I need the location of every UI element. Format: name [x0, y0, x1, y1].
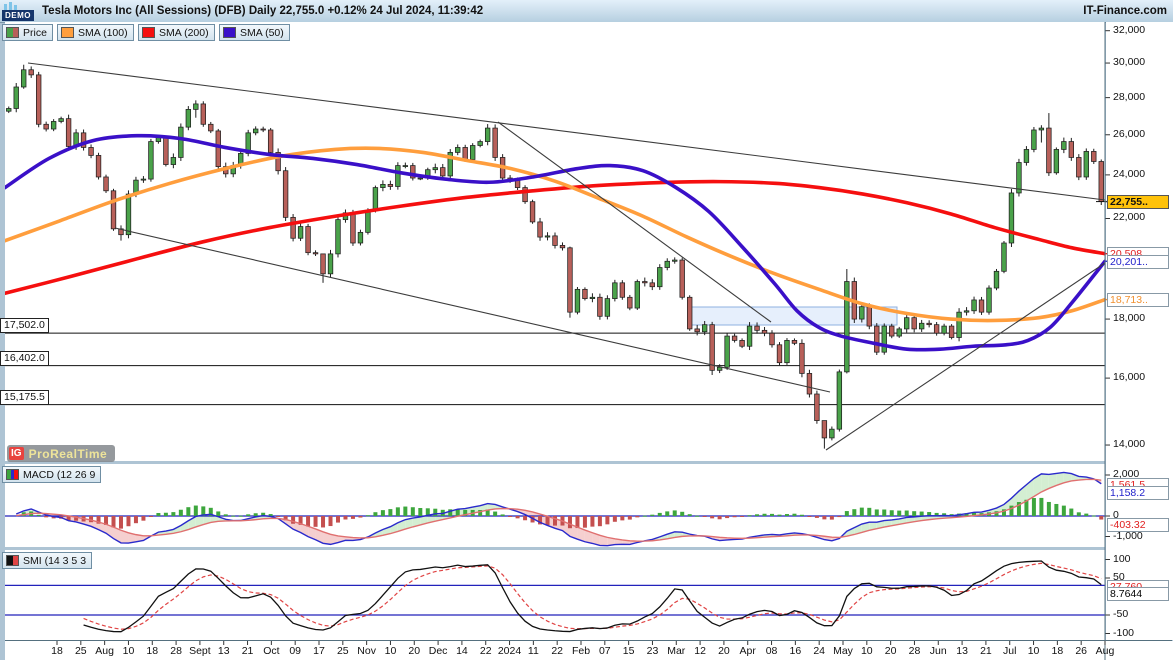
legend-sma200-label: SMA (200)	[159, 26, 209, 39]
legend-sma100[interactable]: SMA (100)	[57, 24, 134, 41]
sma50-legend-icon	[223, 27, 236, 38]
legend-price[interactable]: Price	[2, 24, 53, 41]
smi-panel[interactable]	[5, 550, 1105, 640]
macd-chip-label: MACD (12 26 9	[23, 468, 96, 481]
main-chart-panel[interactable]	[5, 22, 1105, 461]
title-bar: DEMO Tesla Motors Inc (All Sessions) (DF…	[0, 0, 1173, 23]
mini-chart-icon	[4, 2, 17, 10]
legend-sma200[interactable]: SMA (200)	[138, 24, 215, 41]
smi-indicator-chip[interactable]: SMI (14 3 5 3	[2, 552, 93, 569]
price-legend-icon	[6, 27, 19, 38]
brand-link[interactable]: IT-Finance.com	[1083, 5, 1167, 17]
legend-sma100-label: SMA (100)	[78, 26, 128, 39]
demo-badge: DEMO	[2, 1, 36, 21]
time-axis[interactable]	[5, 641, 1173, 660]
chart-title: Tesla Motors Inc (All Sessions) (DFB) Da…	[42, 5, 484, 17]
macd-panel[interactable]	[5, 464, 1105, 547]
legend-price-label: Price	[23, 26, 47, 39]
legend-sma50[interactable]: SMA (50)	[219, 24, 290, 41]
macd-indicator-chip[interactable]: MACD (12 26 9	[2, 466, 102, 483]
price-axis[interactable]	[1106, 22, 1173, 640]
smi-icon	[6, 555, 19, 566]
sma100-legend-icon	[61, 27, 74, 38]
legend-sma50-label: SMA (50)	[240, 26, 284, 39]
sma200-legend-icon	[142, 27, 155, 38]
demo-label: DEMO	[2, 10, 34, 21]
macd-icon	[6, 469, 19, 480]
smi-chip-label: SMI (14 3 5 3	[23, 554, 87, 567]
